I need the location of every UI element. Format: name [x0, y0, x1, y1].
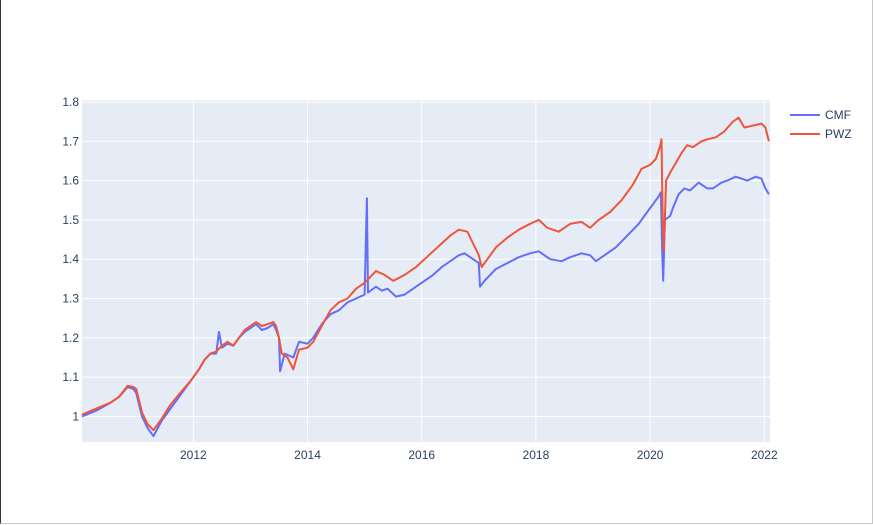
x-tick-label: 2018	[523, 448, 550, 462]
legend-label: PWZ	[825, 127, 852, 141]
legend[interactable]: CMF PWZ	[790, 108, 852, 141]
plot-background	[82, 100, 770, 442]
x-axis-ticks: 2012 2014 2016 2018 2020 2022	[180, 448, 778, 462]
series-lines	[81, 116, 770, 438]
gridlines	[82, 100, 770, 442]
y-tick-label: 1.8	[62, 95, 79, 109]
y-axis-ticks: 1 1.1 1.2 1.3 1.4 1.5 1.6 1.7 1.8	[62, 95, 79, 423]
y-tick-label: 1	[72, 409, 79, 423]
y-tick-label: 1.2	[62, 331, 79, 345]
y-tick-label: 1.1	[62, 370, 79, 384]
y-tick-label: 1.7	[62, 134, 79, 148]
x-tick-label: 2016	[408, 448, 435, 462]
x-tick-label: 2020	[637, 448, 664, 462]
legend-label: CMF	[825, 108, 851, 122]
y-tick-label: 1.5	[62, 213, 79, 227]
x-tick-label: 2014	[294, 448, 321, 462]
y-tick-label: 1.3	[62, 292, 79, 306]
y-tick-label: 1.6	[62, 174, 79, 188]
legend-item-pwz[interactable]: PWZ	[790, 127, 852, 141]
x-tick-label: 2012	[180, 448, 207, 462]
y-tick-label: 1.4	[62, 252, 79, 266]
x-tick-label: 2022	[751, 448, 778, 462]
legend-item-cmf[interactable]: CMF	[790, 108, 851, 122]
series-line-pwz	[81, 116, 770, 432]
